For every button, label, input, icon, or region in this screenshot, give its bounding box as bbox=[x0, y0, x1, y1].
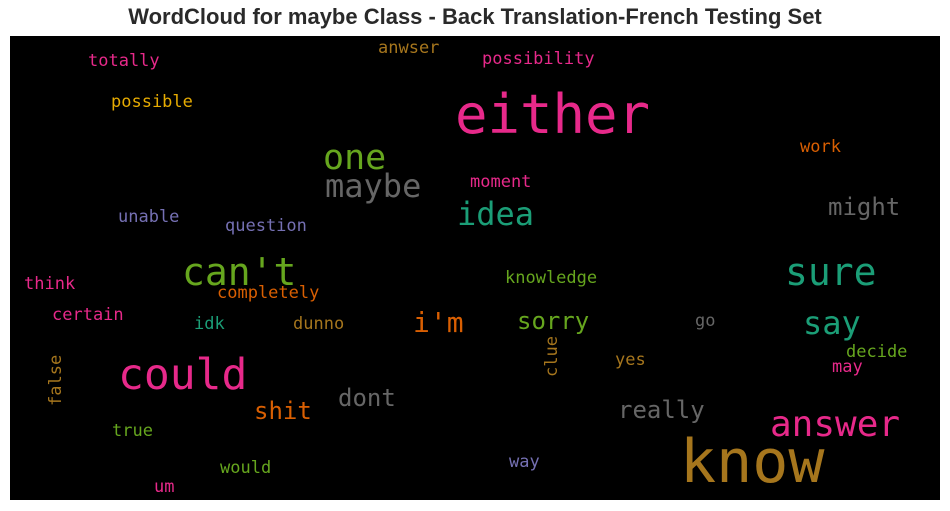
word-answer: answer bbox=[770, 404, 901, 445]
word-clue: clue bbox=[542, 336, 562, 377]
word-idea: idea bbox=[457, 195, 535, 233]
word-maybe: maybe bbox=[325, 167, 422, 205]
word-really: really bbox=[618, 396, 705, 424]
word-either: either bbox=[455, 83, 651, 146]
word-say: say bbox=[803, 304, 861, 342]
word-anwser: anwser bbox=[378, 38, 440, 58]
word-yes: yes bbox=[615, 350, 646, 370]
word-im: i'm bbox=[413, 306, 464, 339]
word-cloud-canvas: either know could can't sure answer one maybe id… bbox=[10, 36, 940, 500]
word-go: go bbox=[695, 311, 716, 331]
word-would: would bbox=[220, 458, 272, 478]
word-possibility: possibility bbox=[482, 49, 595, 69]
word-might: might bbox=[828, 193, 901, 221]
word-dunno: dunno bbox=[293, 314, 345, 334]
word-knowledge: knowledge bbox=[505, 268, 598, 288]
word-sure: sure bbox=[785, 250, 877, 294]
word-possible: possible bbox=[111, 92, 193, 112]
word-shit: shit bbox=[254, 397, 312, 425]
word-cant: can't bbox=[182, 250, 297, 294]
word-um: um bbox=[154, 477, 175, 497]
word-dont: dont bbox=[338, 384, 396, 412]
word-sorry: sorry bbox=[517, 307, 590, 335]
word-could: could bbox=[118, 350, 248, 400]
word-may: may bbox=[832, 357, 863, 377]
word-false: false bbox=[46, 354, 66, 406]
word-decide: decide bbox=[846, 342, 908, 362]
word-way: way bbox=[509, 452, 540, 472]
word-unable: unable bbox=[118, 207, 180, 227]
word-true: true bbox=[112, 421, 153, 441]
word-certain: certain bbox=[52, 305, 124, 325]
chart-title: WordCloud for maybe Class - Back Transla… bbox=[128, 4, 822, 29]
word-one: one bbox=[323, 138, 387, 178]
word-question: question bbox=[225, 216, 307, 236]
word-idk: idk bbox=[194, 314, 225, 334]
word-know: know bbox=[680, 427, 825, 497]
word-moment: moment bbox=[470, 172, 532, 192]
word-work: work bbox=[800, 137, 841, 157]
word-completely: completely bbox=[217, 283, 320, 303]
word-totally: totally bbox=[88, 51, 160, 71]
word-think: think bbox=[24, 274, 76, 294]
